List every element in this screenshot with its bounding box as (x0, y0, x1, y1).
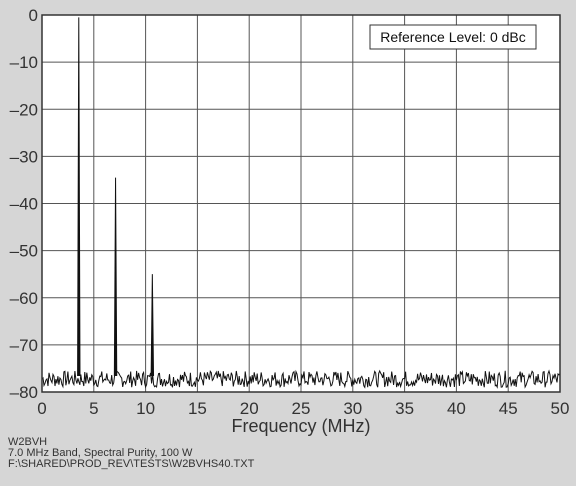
footer-callsign: W2BVH (8, 436, 48, 448)
footer-description: 7.0 MHz Band, Spectral Purity, 100 W (8, 447, 193, 459)
y-tick-label: –40 (10, 195, 38, 214)
x-tick-label: 35 (395, 399, 414, 418)
y-tick-label: –30 (10, 147, 38, 166)
spectral-peak (113, 177, 118, 377)
y-tick-label: –60 (10, 289, 38, 308)
x-tick-label: 0 (37, 399, 46, 418)
y-tick-label: –80 (10, 383, 38, 402)
x-tick-label: 45 (499, 399, 518, 418)
spectral-peak (150, 274, 155, 377)
y-tick-label: –20 (10, 100, 38, 119)
y-axis-tick-labels: 0 –10 –20 –30 –40 –50 –60 –70 –80 (10, 6, 38, 402)
x-tick-label: 40 (447, 399, 466, 418)
reference-level-box: Reference Level: 0 dBc (369, 24, 537, 50)
y-tick-label: –50 (10, 242, 38, 261)
plot-border (41, 14, 561, 393)
reference-level-label: Reference Level: 0 dBc (380, 29, 526, 45)
x-tick-label: 10 (136, 399, 155, 418)
spectral-peak (77, 17, 81, 377)
footer-info: W2BVH 7.0 MHz Band, Spectral Purity, 100… (8, 437, 254, 470)
x-tick-label: 25 (292, 399, 311, 418)
y-tick-label: –10 (10, 53, 38, 72)
x-tick-label: 15 (188, 399, 207, 418)
x-tick-label: 30 (343, 399, 362, 418)
footer-file-path: F:\SHARED\PROD_REV\TESTS\W2BVHS40.TXT (8, 458, 255, 470)
x-tick-label: 50 (551, 399, 570, 418)
noise-floor-trace (41, 369, 561, 389)
x-axis-title: Frequency (MHz) (231, 416, 370, 436)
spectral-peaks (77, 17, 155, 377)
y-tick-label: –70 (10, 336, 38, 355)
x-axis-tick-labels: 0 5 10 15 20 25 30 35 40 45 50 (37, 399, 569, 418)
y-tick-label: 0 (29, 6, 38, 25)
x-tick-label: 20 (240, 399, 259, 418)
x-tick-label: 5 (89, 399, 98, 418)
